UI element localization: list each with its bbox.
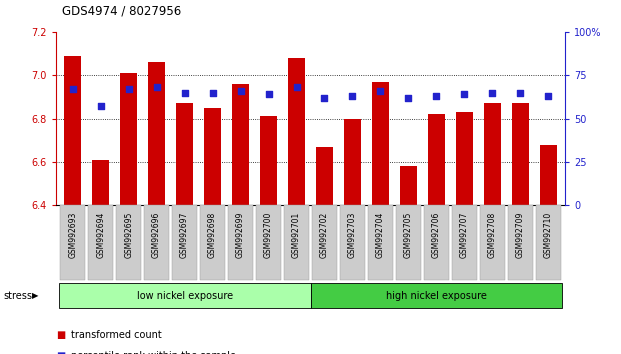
Bar (93, 160, 109, 205)
FancyBboxPatch shape (59, 283, 310, 308)
Text: GSM992707: GSM992707 (460, 211, 469, 258)
Text: GSM992708: GSM992708 (488, 211, 497, 257)
Point (152, 85, 161, 90)
Point (96, 104, 106, 109)
FancyBboxPatch shape (452, 205, 477, 280)
Text: GSM992710: GSM992710 (544, 211, 553, 257)
Text: high nickel exposure: high nickel exposure (386, 291, 487, 301)
Text: GSM992706: GSM992706 (432, 211, 441, 258)
FancyBboxPatch shape (310, 283, 562, 308)
FancyBboxPatch shape (256, 205, 281, 280)
Point (68, 86, 78, 92)
Text: GSM992705: GSM992705 (404, 211, 413, 258)
FancyBboxPatch shape (312, 205, 337, 280)
Text: GSM992702: GSM992702 (320, 211, 329, 257)
FancyBboxPatch shape (200, 205, 225, 280)
Text: GSM992696: GSM992696 (152, 211, 161, 258)
Point (404, 95, 414, 101)
FancyBboxPatch shape (368, 205, 393, 280)
Bar (484, 103, 501, 205)
Text: GSM992701: GSM992701 (292, 211, 301, 257)
Point (432, 93, 442, 99)
Bar (372, 82, 389, 205)
Bar (260, 116, 277, 205)
Point (320, 95, 330, 101)
Bar (400, 166, 417, 205)
Point (263, 91, 273, 97)
Text: GSM992695: GSM992695 (124, 211, 133, 258)
Text: transformed count: transformed count (71, 330, 162, 339)
FancyBboxPatch shape (508, 205, 533, 280)
Text: GSM992700: GSM992700 (264, 211, 273, 258)
Text: stress: stress (3, 291, 32, 301)
FancyBboxPatch shape (480, 205, 505, 280)
Text: low nickel exposure: low nickel exposure (137, 291, 233, 301)
Point (207, 90, 217, 96)
Text: percentile rank within the sample: percentile rank within the sample (71, 351, 237, 354)
Bar (428, 114, 445, 205)
Point (291, 85, 301, 90)
Bar (316, 147, 333, 205)
Bar (288, 58, 305, 205)
Point (348, 93, 358, 99)
Point (515, 90, 525, 96)
Text: ■: ■ (56, 330, 65, 339)
Bar (456, 112, 473, 205)
Text: GSM992697: GSM992697 (180, 211, 189, 258)
FancyBboxPatch shape (228, 205, 253, 280)
Point (235, 88, 245, 94)
Text: GSM992694: GSM992694 (96, 211, 105, 258)
FancyBboxPatch shape (172, 205, 197, 280)
Point (543, 93, 553, 99)
FancyBboxPatch shape (60, 205, 85, 280)
FancyBboxPatch shape (284, 205, 309, 280)
FancyBboxPatch shape (88, 205, 113, 280)
Bar (65, 56, 81, 205)
FancyBboxPatch shape (116, 205, 141, 280)
Bar (148, 62, 165, 205)
Text: GDS4974 / 8027956: GDS4974 / 8027956 (62, 5, 181, 18)
Text: GSM992693: GSM992693 (68, 211, 77, 258)
Bar (344, 119, 361, 205)
Point (487, 90, 497, 96)
Bar (540, 144, 556, 205)
FancyBboxPatch shape (396, 205, 421, 280)
Bar (512, 103, 528, 205)
FancyBboxPatch shape (536, 205, 561, 280)
Text: GSM992709: GSM992709 (516, 211, 525, 258)
FancyBboxPatch shape (144, 205, 169, 280)
Text: GSM992703: GSM992703 (348, 211, 357, 258)
FancyBboxPatch shape (424, 205, 449, 280)
Text: ■: ■ (56, 351, 65, 354)
Text: GSM992699: GSM992699 (236, 211, 245, 258)
Point (460, 91, 469, 97)
Bar (176, 103, 193, 205)
Bar (232, 84, 249, 205)
Text: GSM992704: GSM992704 (376, 211, 385, 258)
Point (124, 86, 134, 92)
FancyBboxPatch shape (340, 205, 365, 280)
Bar (204, 108, 221, 205)
Text: ▶: ▶ (32, 291, 39, 300)
Point (179, 90, 189, 96)
Point (376, 88, 386, 94)
Text: GSM992698: GSM992698 (208, 211, 217, 257)
Bar (120, 73, 137, 205)
